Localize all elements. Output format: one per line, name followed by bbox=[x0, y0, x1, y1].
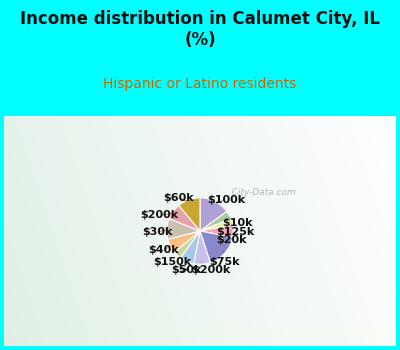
Text: $150k: $150k bbox=[153, 253, 191, 267]
Wedge shape bbox=[194, 231, 210, 264]
Wedge shape bbox=[180, 231, 200, 264]
Text: $50k: $50k bbox=[171, 259, 201, 275]
Text: Income distribution in Calumet City, IL
(%): Income distribution in Calumet City, IL … bbox=[20, 10, 380, 49]
Wedge shape bbox=[200, 231, 233, 262]
Wedge shape bbox=[200, 225, 233, 237]
Text: $75k: $75k bbox=[209, 251, 239, 267]
Wedge shape bbox=[200, 198, 227, 231]
Wedge shape bbox=[169, 205, 200, 231]
Wedge shape bbox=[174, 231, 200, 258]
Text: $60k: $60k bbox=[164, 193, 194, 203]
Text: > $200k: > $200k bbox=[179, 261, 230, 275]
Text: $10k: $10k bbox=[222, 218, 252, 228]
Wedge shape bbox=[200, 211, 231, 231]
Text: $20k: $20k bbox=[216, 231, 247, 245]
Wedge shape bbox=[168, 231, 200, 252]
Text: $200k: $200k bbox=[140, 210, 178, 220]
Text: Hispanic or Latino residents: Hispanic or Latino residents bbox=[103, 77, 297, 91]
Text: $125k: $125k bbox=[216, 223, 254, 237]
Text: $100k: $100k bbox=[207, 195, 245, 205]
Text: City-Data.com: City-Data.com bbox=[226, 188, 296, 197]
Wedge shape bbox=[167, 219, 200, 239]
Text: $30k: $30k bbox=[142, 227, 173, 237]
Wedge shape bbox=[179, 198, 200, 231]
Text: $40k: $40k bbox=[148, 245, 178, 256]
Wedge shape bbox=[200, 219, 233, 231]
